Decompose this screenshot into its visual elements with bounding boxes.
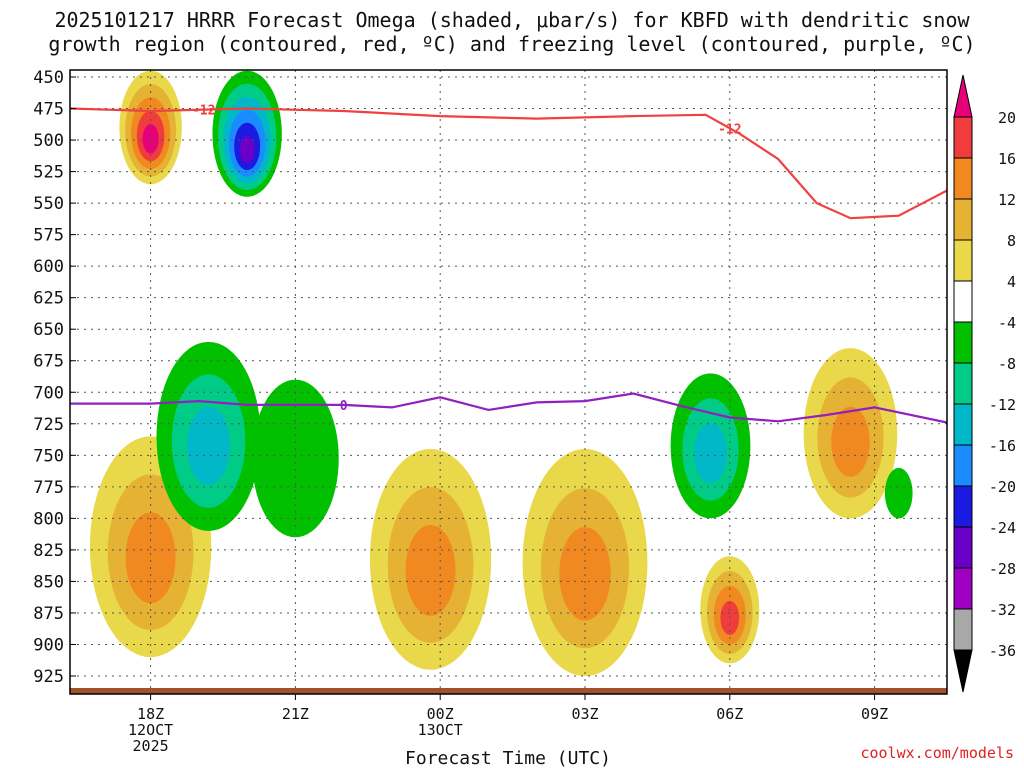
ground-strip <box>70 688 947 694</box>
credit-text[interactable]: coolwx.com/models <box>860 744 1014 762</box>
y-tick-label-850: 850 <box>33 572 64 592</box>
colorbar-label--4: -4 <box>998 314 1016 332</box>
colorbar-band--16-to--20 <box>953 444 973 487</box>
colorbar-label-16: 16 <box>998 150 1016 168</box>
colorbar-label--24: -24 <box>989 519 1016 537</box>
y-tick-label-900: 900 <box>33 635 64 655</box>
dgz-contour-label-1: -12 <box>718 122 741 137</box>
grid-lines <box>70 70 947 694</box>
y-tick-label-825: 825 <box>33 541 64 561</box>
x-tick-label-15-0: 09Z <box>861 705 888 723</box>
colorbar-label--36: -36 <box>989 642 1016 660</box>
omega-region-rising-6h-low-level-12 <box>405 524 456 616</box>
colorbar-band--20-to--24 <box>953 485 973 528</box>
omega-region-rising-0h-upper-level-20 <box>142 124 159 154</box>
omega-region-rising-9h-low-level-12 <box>559 527 611 621</box>
colorbar-label-8: 8 <box>1007 232 1016 250</box>
colorbar-band-20-to-16 <box>953 116 973 159</box>
y-tick-label-925: 925 <box>33 667 64 687</box>
y-tick-label-475: 475 <box>33 100 64 120</box>
omega-region-rising-14.5h-mid-level-12 <box>831 406 870 477</box>
y-tick-label-750: 750 <box>33 446 64 466</box>
y-tick-label-675: 675 <box>33 352 64 372</box>
colorbar-label--16: -16 <box>989 437 1016 455</box>
freezing-level-contour-line <box>70 392 947 424</box>
y-tick-label-775: 775 <box>33 478 64 498</box>
colorbar-band--12-to--16 <box>953 403 973 446</box>
colorbar-label--12: -12 <box>989 396 1016 414</box>
x-tick-label-0-0: 18Z <box>137 705 164 723</box>
colorbar-label-12: 12 <box>998 191 1016 209</box>
omega-region-rising-0h-lower-level-12 <box>125 512 176 604</box>
omega-region-sinking-2h-upper-level--24 <box>239 135 255 164</box>
x-tick-label-12-0: 06Z <box>716 705 743 723</box>
colorbar: 20 16 12 8 4 -4 -8 -12 -16 -20 -24 -28 -32 -36 <box>953 74 1016 693</box>
y-axis-labels: 450 475 500 525 550 575 600 625 650 675 700 725 750 7… <box>33 68 76 687</box>
colorbar-top-arrow <box>953 74 973 118</box>
colorbar-band-4-to--4 <box>953 280 973 323</box>
freezing-level-contour-label-0: 0 <box>340 399 348 414</box>
y-tick-label-625: 625 <box>33 289 64 309</box>
colorbar-bottom-arrow <box>953 649 973 693</box>
y-tick-label-575: 575 <box>33 226 64 246</box>
y-tick-label-500: 500 <box>33 131 64 151</box>
y-tick-label-550: 550 <box>33 194 64 214</box>
x-axis-title: Forecast Time (UTC) <box>405 748 611 768</box>
x-tick-label-6-0: 00Z <box>427 705 454 723</box>
x-tick-label-6-1: 13OCT <box>418 721 463 739</box>
colorbar-band-8-to-4 <box>953 239 973 282</box>
omega-region-sinking-1.2h-mid-level--12 <box>187 406 230 485</box>
colorbar-label--20: -20 <box>989 478 1016 496</box>
colorbar-band--8-to--12 <box>953 362 973 405</box>
omega-region-sinking-15.5h-low-level--4 <box>884 467 913 519</box>
y-tick-label-875: 875 <box>33 604 64 624</box>
x-tick-label-3-0: 21Z <box>282 705 309 723</box>
y-tick-label-450: 450 <box>33 68 64 88</box>
y-tick-label-650: 650 <box>33 320 64 340</box>
colorbar-label-4: 4 <box>1007 273 1016 291</box>
y-tick-label-800: 800 <box>33 509 64 529</box>
x-tick-label-9-0: 03Z <box>571 705 598 723</box>
y-tick-label-725: 725 <box>33 415 64 435</box>
colorbar-label--28: -28 <box>989 560 1016 578</box>
omega-region-sinking-12h-mid-level--12 <box>694 423 727 483</box>
colorbar-band--4-to--8 <box>953 321 973 364</box>
colorbar-label-20: 20 <box>998 109 1016 127</box>
y-tick-label-700: 700 <box>33 383 64 403</box>
dgz-contour-label-0: -12 <box>192 104 215 119</box>
colorbar-band--32-to--36 <box>953 608 973 651</box>
chart-title-line-1: 2025101217 HRRR Forecast Omega (shaded, … <box>54 8 970 32</box>
omega-region-sinking-3h-low-level--4 <box>252 379 339 538</box>
dgz-contour-line <box>70 107 947 220</box>
colorbar-label--8: -8 <box>998 355 1016 373</box>
colorbar-band--28-to--32 <box>953 567 973 610</box>
colorbar-band-12-to-8 <box>953 198 973 241</box>
chart-title-line-2: growth region (contoured, red, ºC) and f… <box>48 32 976 56</box>
x-tick-label-0-1: 12OCT <box>128 721 173 739</box>
colorbar-label--32: -32 <box>989 601 1016 619</box>
plot-frame <box>69 69 948 695</box>
colorbar-band--24-to--28 <box>953 526 973 569</box>
colorbar-band-16-to-12 <box>953 157 973 200</box>
y-tick-label-525: 525 <box>33 163 64 183</box>
x-tick-label-0-2: 2025 <box>133 737 169 755</box>
y-tick-label-600: 600 <box>33 257 64 277</box>
